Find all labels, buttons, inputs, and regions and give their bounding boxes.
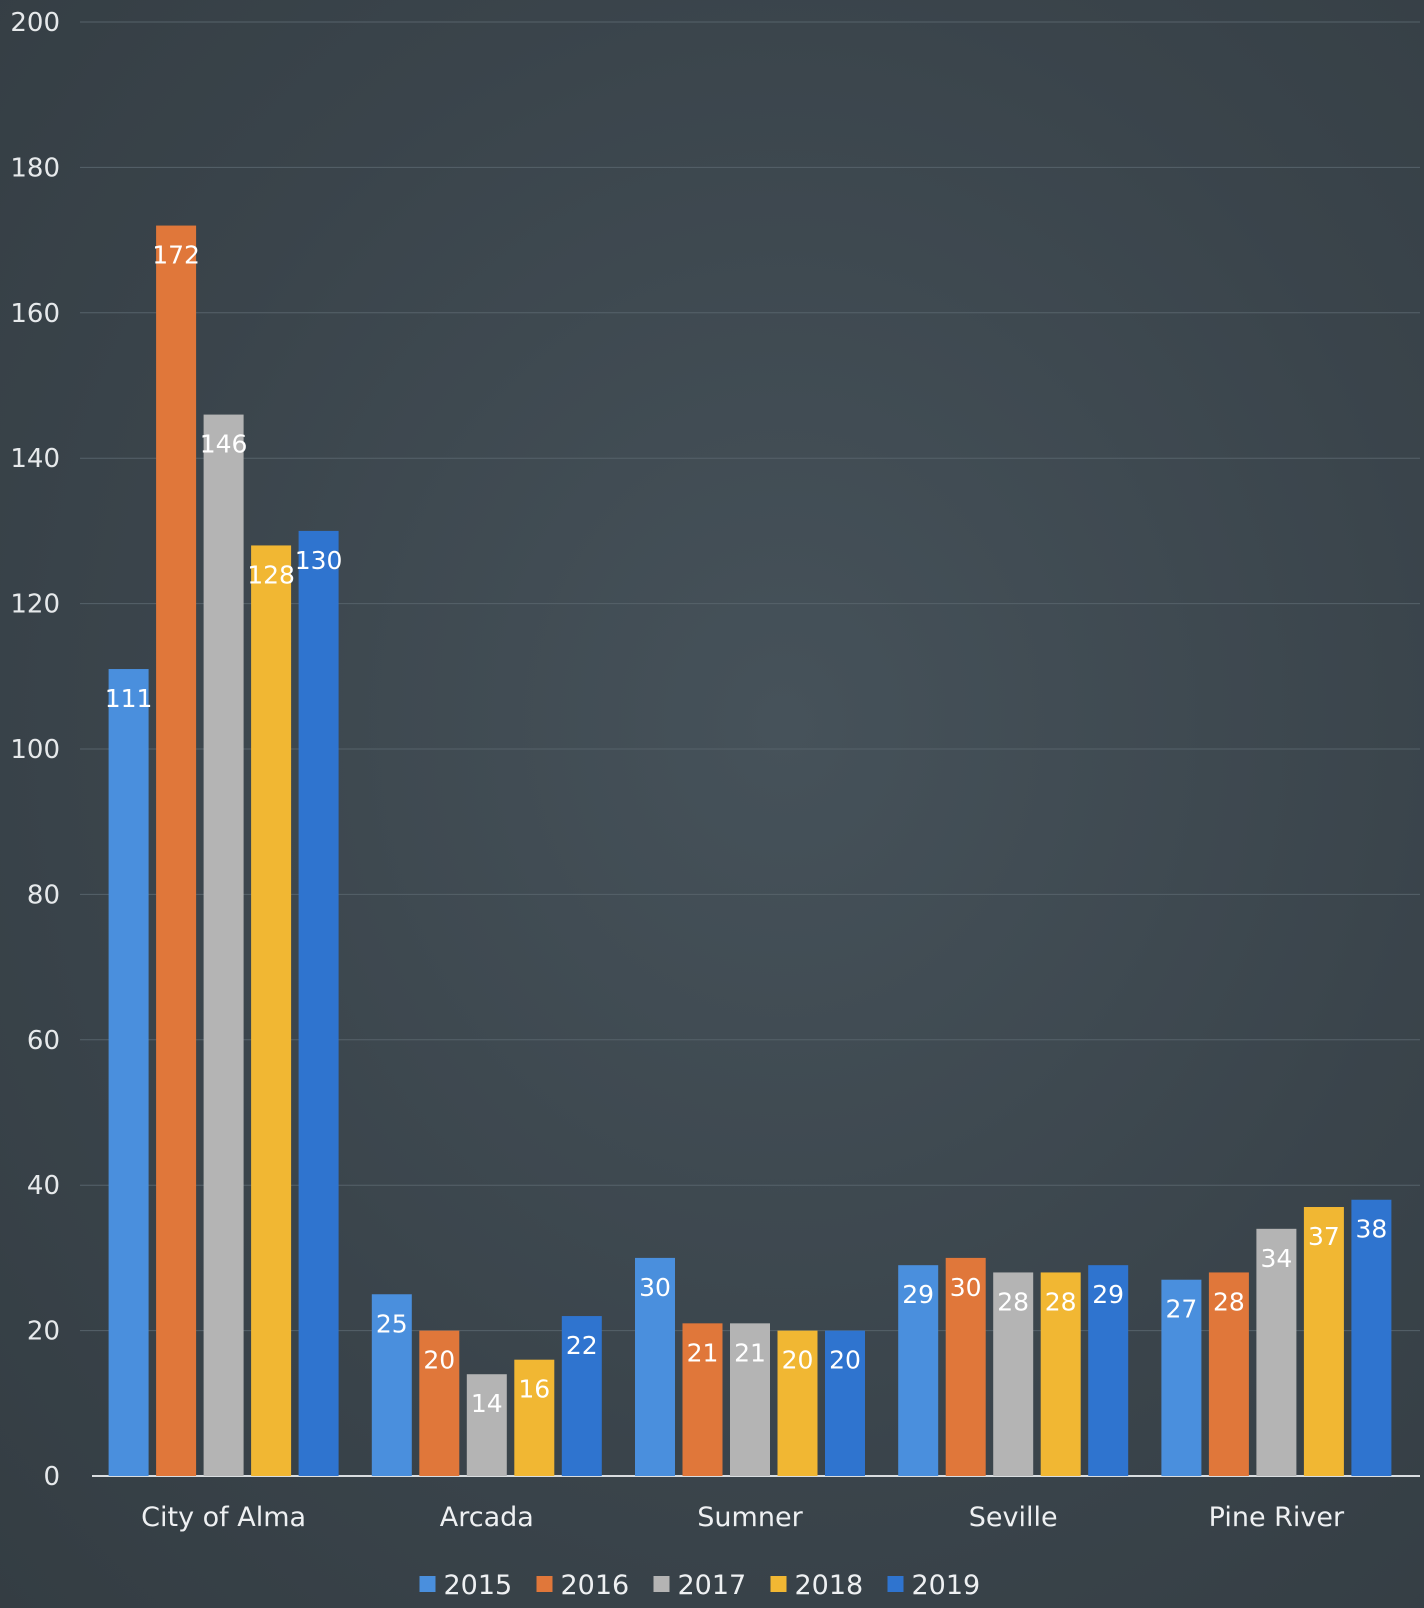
bar-2015-arcada: [371, 1294, 412, 1476]
x-axis-ticks: City of Alma Arcada Sumner Seville Pine Rive…: [141, 1502, 1345, 1533]
x-tick-label: Sumner: [697, 1502, 803, 1533]
bar-2019-sumner: [825, 1330, 865, 1476]
data-label: 28: [1045, 1287, 1077, 1316]
bar-2018-city-of-alma: [251, 545, 292, 1476]
y-tick-label: 200: [10, 8, 60, 38]
y-tick-label: 120: [10, 590, 60, 620]
bar-2017-pine-river: [1256, 1228, 1297, 1476]
data-label: 20: [782, 1346, 814, 1375]
data-label: 25: [376, 1309, 408, 1338]
data-label: 22: [566, 1331, 598, 1360]
bar-2017-seville: [993, 1272, 1034, 1476]
bar-2016-seville: [945, 1257, 986, 1476]
y-tick-label: 180: [10, 153, 60, 183]
y-tick-label: 160: [10, 299, 60, 329]
bar-2016-sumner: [682, 1323, 723, 1476]
bar-2019-seville: [1088, 1265, 1129, 1476]
data-label: 172: [152, 241, 200, 270]
data-label: 27: [1165, 1295, 1197, 1324]
bars: [108, 225, 1392, 1477]
y-axis-ticks: 0 20 40 60 80 100 120 140 160 180 200: [10, 8, 60, 1492]
y-tick-label: 60: [27, 1026, 60, 1056]
data-label: 38: [1355, 1215, 1387, 1244]
y-tick-label: 140: [10, 444, 60, 474]
data-label: 20: [829, 1346, 861, 1375]
legend: 2015 2016 2017 2018 2019: [419, 1570, 981, 1601]
x-tick-label: Pine River: [1209, 1502, 1345, 1533]
y-tick-label: 40: [27, 1171, 60, 1201]
data-label: 37: [1308, 1222, 1340, 1251]
x-tick-label: Seville: [969, 1502, 1058, 1533]
bar-2019-city-of-alma: [298, 530, 339, 1476]
bar-2016-city-of-alma: [156, 225, 197, 1476]
bar-2018-pine-river: [1303, 1207, 1344, 1476]
data-label: 21: [687, 1338, 719, 1367]
bar-2017-city-of-alma: [203, 414, 244, 1477]
bar-2016-arcada: [419, 1330, 460, 1476]
legend-label: 2016: [561, 1570, 630, 1601]
y-tick-label: 100: [10, 735, 60, 765]
data-label: 21: [734, 1338, 766, 1367]
data-label: 29: [902, 1280, 934, 1309]
data-label: 14: [471, 1389, 503, 1418]
bar-2016-pine-river: [1208, 1272, 1249, 1476]
legend-swatch: [887, 1576, 904, 1592]
x-tick-label: Arcada: [440, 1502, 534, 1533]
bar-2018-seville: [1040, 1272, 1081, 1476]
bar-2017-arcada: [466, 1374, 507, 1476]
y-tick-label: 20: [27, 1317, 60, 1347]
data-label: 128: [247, 560, 295, 589]
data-label: 30: [639, 1273, 671, 1302]
bar-2015-sumner: [635, 1257, 675, 1476]
y-tick-label: 0: [43, 1462, 60, 1492]
data-label: 20: [423, 1346, 455, 1375]
legend-label: 2018: [795, 1570, 864, 1601]
data-label: 28: [1213, 1287, 1245, 1316]
data-label: 29: [1092, 1280, 1124, 1309]
legend-swatch: [536, 1576, 553, 1592]
legend-label: 2017: [678, 1570, 747, 1601]
data-label: 28: [997, 1287, 1029, 1316]
legend-swatch: [770, 1576, 787, 1592]
bar-2018-arcada: [514, 1359, 555, 1476]
bar-2019-pine-river: [1351, 1199, 1392, 1476]
bar-2015-seville: [898, 1265, 939, 1476]
legend-label: 2019: [912, 1570, 981, 1601]
legend-swatch: [419, 1576, 436, 1592]
bar-2015-city-of-alma: [108, 669, 149, 1476]
bar-2015-pine-river: [1161, 1279, 1202, 1476]
bar-2019-arcada: [561, 1316, 602, 1476]
bar-2017-sumner: [730, 1323, 770, 1476]
legend-label: 2015: [444, 1570, 513, 1601]
data-label: 130: [295, 546, 343, 575]
legend-swatch: [653, 1576, 670, 1592]
bar-2018-sumner: [777, 1330, 818, 1476]
data-label: 30: [950, 1273, 982, 1302]
y-tick-label: 80: [27, 880, 60, 910]
data-label: 34: [1260, 1244, 1292, 1273]
data-label: 16: [518, 1375, 550, 1404]
data-label: 146: [200, 430, 248, 459]
data-label: 111: [105, 684, 153, 713]
x-tick-label: City of Alma: [141, 1502, 306, 1533]
